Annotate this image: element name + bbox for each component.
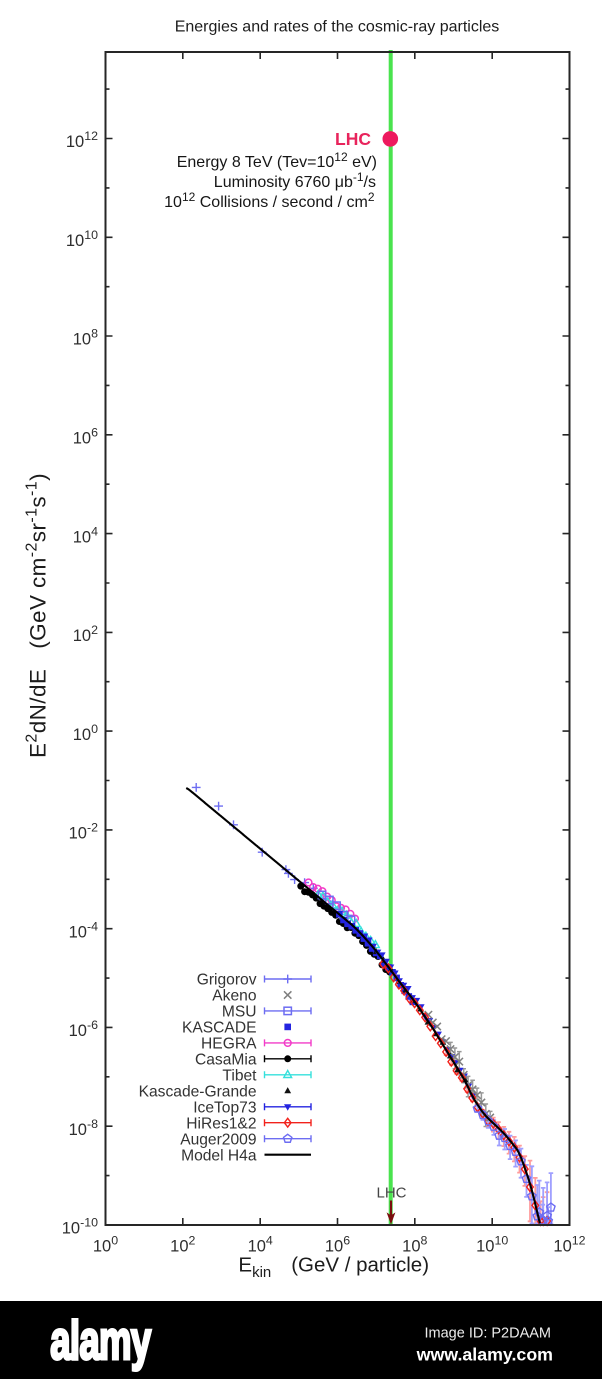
svg-text:Tibet: Tibet: [222, 1067, 257, 1084]
svg-text:HiRes1&2: HiRes1&2: [186, 1115, 256, 1132]
svg-text:Akeno: Akeno: [212, 988, 257, 1005]
svg-text:MSU: MSU: [222, 1004, 257, 1021]
svg-text:IceTop73: IceTop73: [193, 1099, 256, 1116]
svg-text:1012 Collisions / second / cm2: 1012 Collisions / second / cm2: [164, 190, 375, 211]
svg-text:LHC: LHC: [376, 1185, 406, 1202]
svg-text:Image ID: P2DAAM: Image ID: P2DAAM: [424, 1326, 551, 1342]
svg-text:Ekin: Ekin: [238, 1254, 271, 1282]
svg-text:Auger2009: Auger2009: [180, 1131, 256, 1148]
svg-text:Kascade-Grande: Kascade-Grande: [139, 1083, 257, 1100]
svg-text:LHC: LHC: [335, 129, 371, 149]
svg-text:Grigorov: Grigorov: [197, 972, 257, 989]
svg-text:Luminosity 6760 μb-1/s: Luminosity 6760 μb-1/s: [214, 170, 376, 191]
svg-text:Energy 8 TeV (Tev=1012 eV): Energy 8 TeV (Tev=1012 eV): [177, 150, 377, 171]
svg-text:CasaMia: CasaMia: [195, 1051, 257, 1068]
svg-text:KASCADE: KASCADE: [182, 1020, 257, 1037]
svg-text:Model H4a: Model H4a: [181, 1147, 257, 1164]
svg-text:Energies and rates of the cosm: Energies and rates of the cosmic-ray par…: [175, 19, 500, 36]
svg-text:(GeV / particle): (GeV / particle): [291, 1254, 429, 1277]
svg-text:HEGRA: HEGRA: [201, 1036, 257, 1053]
svg-text:www.alamy.com: www.alamy.com: [416, 1345, 553, 1365]
svg-text:alamy: alamy: [50, 1310, 151, 1371]
